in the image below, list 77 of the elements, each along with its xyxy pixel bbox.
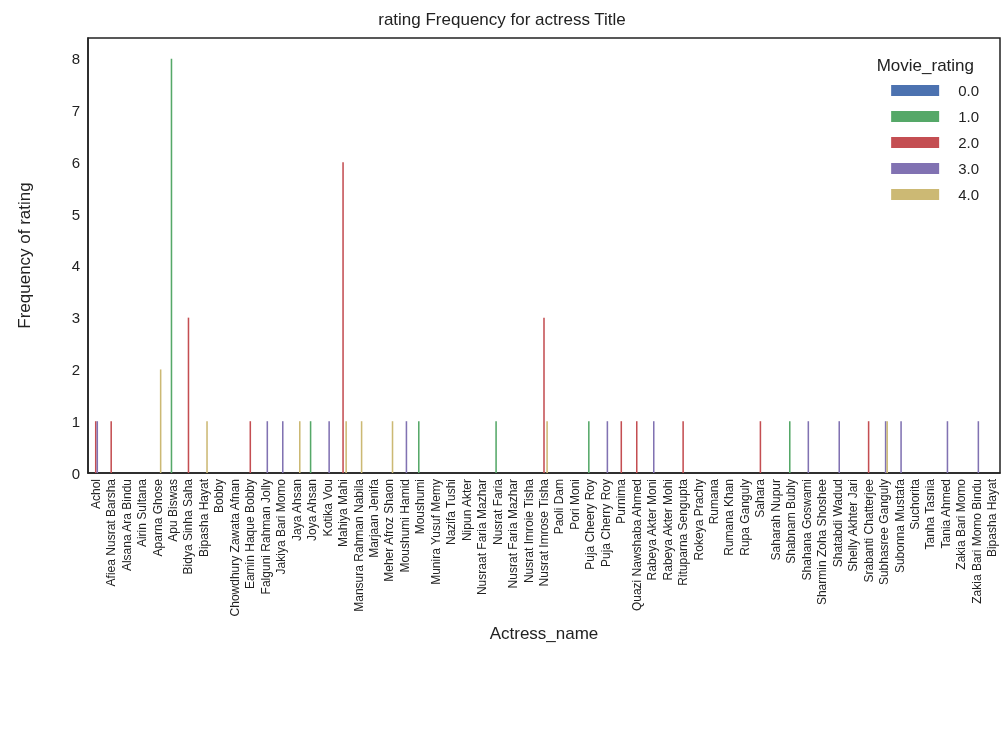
x-tick-label: Jaya Ahsan [289, 479, 304, 542]
x-tick-label: Nusrat Faria [490, 478, 505, 546]
x-tick-label: Chowdhury Zawata Afnan [227, 479, 242, 617]
y-tick-label: 5 [71, 205, 80, 223]
y-tick-label: 4 [71, 257, 80, 275]
y-tick-label: 0 [71, 464, 80, 482]
x-tick-label: Paoli Dam [552, 479, 567, 535]
legend-label: 0.0 [958, 82, 980, 99]
x-tick-label: Rituparna Sengupta [676, 478, 691, 586]
x-tick-label: Nusrat Imroie Tisha [521, 478, 536, 584]
x-tick-label: Saharah Nupur [768, 479, 783, 561]
x-tick-label: Aparna Ghose [150, 478, 165, 557]
x-tick-label: Shabnam Bubly [784, 479, 799, 564]
x-tick-label: Alsana Ara Bindu [119, 479, 134, 572]
y-axis-title: Frequency of rating [15, 182, 34, 329]
x-tick-label: Zakia Bari Momo [954, 478, 969, 570]
x-tick-label: Marjaan Jenifa [366, 478, 381, 558]
x-tick-label: Shahana Goswami [799, 479, 814, 581]
x-tick-label: Rabeya Akter Moni [645, 479, 660, 581]
x-tick-label: Kotika Vou [320, 479, 335, 537]
y-tick-label: 1 [71, 412, 80, 430]
x-tick-label: Moushumi Hamid [397, 479, 412, 573]
x-tick-label: Subonna Mustafa [892, 478, 907, 574]
x-tick-label: Nusrat Imrose Tisha [537, 478, 551, 587]
x-tick-label: Rumana [707, 478, 722, 525]
x-tick-label: Falguni Rahman Jolly [258, 479, 273, 595]
x-tick-label: Puja Cheery Roy [583, 479, 598, 570]
x-tick-label: Sahara [753, 478, 768, 518]
x-tick-label: Meher Afroz Shaon [382, 479, 397, 582]
x-tick-label: Bobby [212, 479, 227, 514]
x-tick-label: Pori Moni [567, 479, 582, 530]
x-tick-label: Mahiya Mahi [336, 479, 351, 548]
x-tick-label: Rokeya Prachy [691, 479, 706, 561]
x-tick-label: Nazifa Tushi [444, 479, 459, 546]
x-tick-label: Mansura Rahman Nabila [351, 478, 366, 612]
x-tick-label: Quazi Nawshaba Ahmed [629, 479, 644, 612]
x-tick-label: Achol [88, 479, 103, 510]
x-tick-label: Airin Sultana [135, 478, 150, 548]
x-tick-label: Munira Yusuf Memy [428, 479, 443, 585]
x-tick-label: Shelly Akhter Jari [846, 479, 861, 572]
y-tick-label: 3 [71, 309, 80, 327]
x-tick-label: Puja Cherry Roy [598, 479, 613, 568]
legend-label: 3.0 [958, 160, 980, 177]
x-tick-label: Purnima [614, 478, 629, 524]
x-tick-label: Shatabdi Wadud [830, 479, 845, 568]
legend-label: 2.0 [958, 134, 980, 151]
y-tick-label: 2 [71, 360, 80, 378]
x-tick-label: Nusrat Faria Mazhar [506, 479, 521, 589]
x-tick-label: Apu Biswas [166, 479, 181, 542]
x-tick-label: Bipasha Hayat [985, 478, 1000, 558]
x-tick-label: Tania Ahmed [938, 479, 953, 549]
x-tick-label: Bidya Sinha Saha [181, 478, 196, 575]
x-tick-label: Rumana Khan [722, 479, 737, 556]
x-tick-label: Moushumi [413, 479, 428, 535]
y-tick-label: 7 [71, 102, 80, 119]
x-tick-label: Subhasree Ganguly [877, 479, 892, 586]
x-tick-label: Eamin Haque Bobby [243, 479, 258, 590]
x-tick-label: Bipasha Hayat [196, 478, 211, 558]
x-tick-label: Jakiya Bari Momo [274, 478, 289, 575]
x-tick-label: Nipun Akter [459, 479, 474, 542]
x-tick-label: Sharmin Zoha Shoshee [815, 478, 830, 606]
x-tick-label: Suchorita [907, 478, 922, 530]
x-tick-label: Rupa Ganguly [737, 479, 752, 556]
x-tick-label: Zakia Bari Momo Bindu [969, 479, 984, 604]
x-tick-label: Srabanti Chatterjee [861, 478, 876, 583]
legend-label: 1.0 [958, 108, 980, 125]
x-tick-label: Afiea Nusrat Barsha [104, 478, 119, 587]
x-axis-title: Actress_name [489, 623, 599, 643]
x-tick-label: Joya Ahsan [305, 479, 320, 542]
y-tick-label: 8 [71, 50, 80, 68]
y-tick-label: 6 [71, 153, 80, 171]
legend-label: 4.0 [958, 186, 980, 203]
x-tick-label: Nusraat Faria Mazhar [475, 479, 490, 596]
chart-title: rating Frequency for actress Title [378, 10, 626, 29]
legend-title: Movie_rating [876, 56, 974, 75]
x-tick-label: Rabeya Akter Mohi [660, 479, 675, 581]
x-tick-label: Tanha Tasnia [923, 478, 938, 550]
